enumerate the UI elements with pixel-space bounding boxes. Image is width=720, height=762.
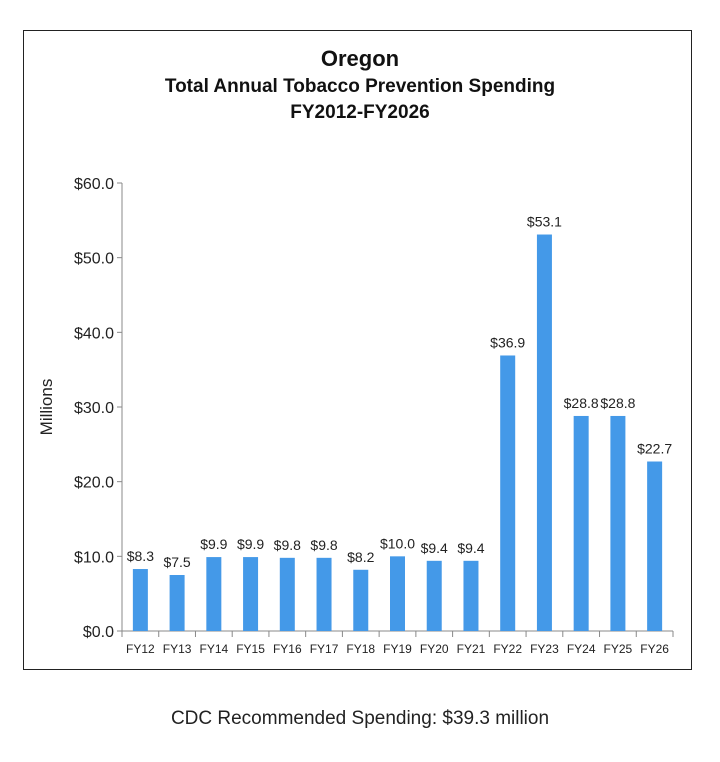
x-tick-label: FY21 (457, 642, 486, 656)
x-tick-label: FY24 (567, 642, 596, 656)
data-label: $22.7 (637, 441, 672, 457)
x-tick-label: FY26 (640, 642, 669, 656)
bar-fy20 (426, 560, 442, 631)
bar-fy22 (500, 355, 516, 631)
bar-fy12 (132, 569, 148, 631)
y-tick-label: $60.0 (74, 176, 114, 193)
y-tick-label: $50.0 (74, 251, 114, 268)
chart-title: Oregon (320, 46, 400, 71)
bar-fy19 (390, 556, 405, 631)
bar-fy25 (610, 415, 626, 631)
data-label: $9.4 (457, 540, 484, 556)
bar-fy18 (353, 569, 369, 631)
bar-fy23 (536, 234, 552, 631)
y-tick-label: $10.0 (74, 549, 114, 566)
y-tick-label: $30.0 (74, 400, 114, 417)
x-tick-label: FY23 (530, 642, 559, 656)
chart-subtitle-2: FY2012-FY2026 (290, 102, 430, 123)
data-label: $28.8 (564, 395, 599, 411)
bar-fy26 (647, 461, 663, 631)
footer-note: CDC Recommended Spending: $39.3 million (170, 708, 550, 729)
chart-subtitle-1: Total Annual Tobacco Prevention Spending (164, 76, 556, 97)
x-tick-label: FY22 (493, 642, 522, 656)
bar-fy17 (316, 557, 332, 631)
data-label: $9.8 (274, 537, 301, 553)
data-label: $10.0 (380, 535, 415, 551)
bar-fy14 (206, 557, 222, 631)
data-label: $8.3 (127, 548, 154, 564)
bar-fy21 (463, 560, 479, 631)
bar-fy24 (573, 415, 589, 631)
y-tick-label: $40.0 (74, 325, 114, 342)
data-label: $28.8 (600, 395, 635, 411)
data-label: $9.9 (200, 536, 227, 552)
x-tick-label: FY13 (163, 642, 192, 656)
y-tick-label: $0.0 (83, 624, 114, 641)
y-axis-label: Millions (37, 379, 56, 436)
data-label: $8.2 (347, 549, 374, 565)
x-tick-label: FY16 (273, 642, 302, 656)
bar-fy15 (243, 557, 259, 631)
x-tick-label: FY12 (126, 642, 155, 656)
data-label: $7.5 (163, 554, 190, 570)
data-label: $9.9 (237, 536, 264, 552)
x-tick-label: FY15 (236, 642, 265, 656)
bar-fy13 (169, 575, 185, 631)
x-tick-label: FY19 (383, 642, 412, 656)
y-tick-label: $20.0 (74, 475, 114, 492)
data-label: $53.1 (527, 214, 562, 230)
x-tick-label: FY17 (310, 642, 339, 656)
x-tick-label: FY25 (604, 642, 633, 656)
x-tick-label: FY18 (346, 642, 375, 656)
chart-frame (23, 30, 692, 670)
data-label: $9.8 (310, 537, 337, 553)
bar-fy16 (279, 557, 295, 631)
data-label: $9.4 (421, 540, 448, 556)
data-label: $36.9 (490, 334, 525, 350)
x-tick-label: FY20 (420, 642, 449, 656)
x-tick-label: FY14 (199, 642, 228, 656)
